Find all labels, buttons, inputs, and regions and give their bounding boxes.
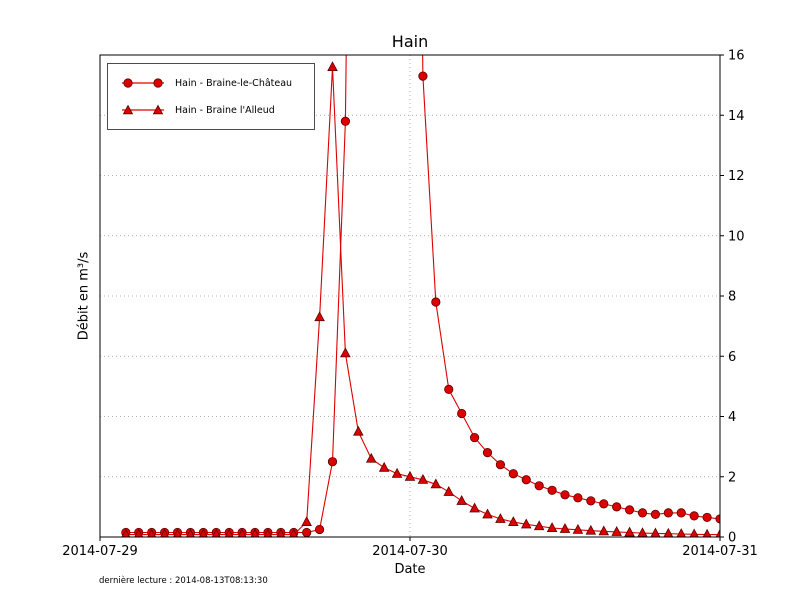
circle-marker-line-icon: [122, 78, 164, 88]
footnotes: dernière lecture : 2014-08-13T08:13:30 d…: [99, 556, 268, 600]
legend: Hain - Braine-le-Château Hain - Braine l…: [107, 63, 316, 130]
svg-text:14: 14: [728, 109, 745, 124]
chart-title: Hain: [391, 32, 429, 51]
legend-label: Hain - Braine-le-Château: [175, 77, 293, 89]
svg-text:2014-07-29: 2014-07-29: [62, 544, 138, 559]
last-reading-note: dernière lecture : 2014-08-13T08:13:30: [99, 576, 268, 586]
legend-label: Hain - Braine l'Alleud: [175, 104, 275, 116]
x-axis-label: Date: [394, 562, 426, 577]
svg-text:2014-07-31: 2014-07-31: [682, 544, 758, 559]
svg-text:16: 16: [728, 49, 745, 64]
svg-text:2014-07-30: 2014-07-30: [372, 544, 448, 559]
svg-text:12: 12: [728, 169, 745, 184]
svg-text:8: 8: [728, 290, 736, 305]
legend-entry-braine-l-alleud: Hain - Braine l'Alleud: [120, 104, 292, 116]
svg-text:10: 10: [728, 229, 745, 244]
svg-text:4: 4: [728, 410, 736, 425]
series-triangle: [121, 61, 720, 537]
svg-text:0: 0: [728, 531, 736, 546]
svg-text:2: 2: [728, 470, 736, 485]
svg-text:6: 6: [728, 350, 736, 365]
y-axis-label: Débit en m³/s: [76, 251, 92, 341]
legend-entry-braine-le-chateau: Hain - Braine-le-Château: [120, 77, 292, 89]
triangle-marker-line-icon: [122, 104, 164, 115]
